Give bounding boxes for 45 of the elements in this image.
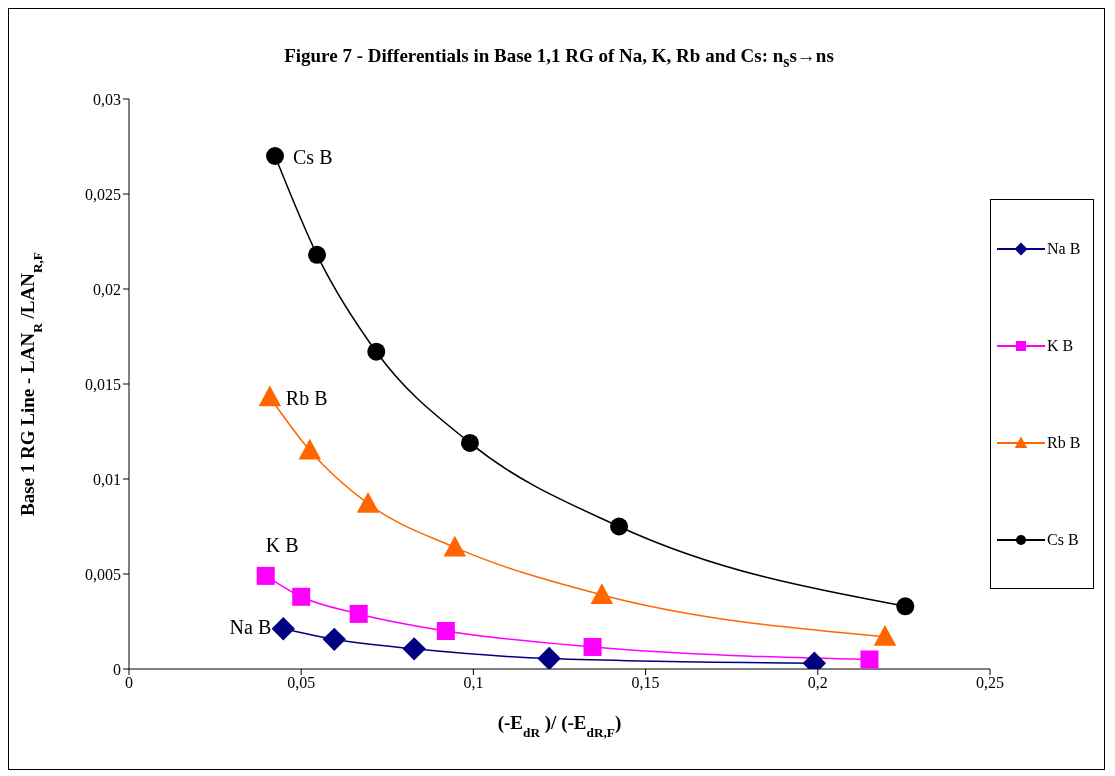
- point: [349, 604, 368, 623]
- x-tick-label: 0,05: [287, 674, 316, 692]
- annotation: K B: [265, 533, 299, 556]
- point: [298, 438, 322, 460]
- x-tick-label: 0,1: [463, 674, 484, 692]
- annotation: Rb B: [285, 387, 328, 410]
- point: [356, 492, 380, 513]
- point: [896, 597, 915, 616]
- y-tick-label: 0,005: [85, 565, 121, 583]
- annotation: Na B: [229, 615, 272, 638]
- y-tick-label: 0,03: [93, 90, 121, 108]
- annotation: Cs B: [293, 146, 333, 168]
- x-tick-label: 0,25: [976, 674, 1004, 692]
- point: [266, 147, 285, 165]
- y-tick-label: 0: [113, 660, 121, 678]
- chart-title: Figure 7 - Differentials in Base 1,1 RG of Na, K, Rb and Cs: n$_{s}$s→ns: [283, 45, 835, 71]
- point: [436, 622, 455, 640]
- point: [292, 587, 311, 606]
- point: [322, 627, 346, 652]
- y-tick-label: 0,02: [93, 280, 121, 298]
- y-tick-label: 0,025: [85, 185, 121, 203]
- point: [367, 342, 386, 361]
- legend-label: Cs B: [1047, 530, 1079, 549]
- x-tick-label: 0: [125, 674, 133, 692]
- point: [590, 583, 614, 604]
- point: [271, 617, 295, 641]
- point: [443, 535, 467, 557]
- x-tick-label: 0,2: [807, 674, 828, 692]
- point: [258, 385, 282, 407]
- point: [873, 625, 897, 646]
- point: [460, 433, 479, 452]
- x-tick-label: 0,15: [631, 674, 660, 692]
- legend-label: Rb B: [1047, 433, 1081, 452]
- point: [583, 637, 602, 656]
- y-tick-label: 0,01: [93, 470, 121, 488]
- point: [610, 517, 629, 536]
- point: [402, 637, 426, 661]
- point: [308, 245, 327, 264]
- legend-label: K B: [1047, 336, 1074, 355]
- point: [256, 566, 275, 585]
- point: [537, 646, 561, 669]
- y-tick-label: 0,015: [85, 375, 121, 393]
- point: [860, 650, 879, 669]
- x-axis-title: (-E$_{dR}$ )/ (-E$_{dR,F}$): [497, 712, 622, 740]
- legend-label: Na B: [1047, 239, 1081, 258]
